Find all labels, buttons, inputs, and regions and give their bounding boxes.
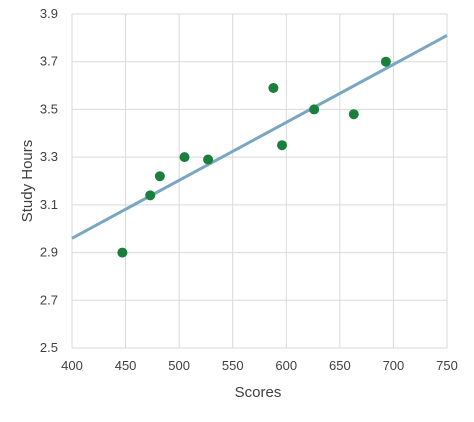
y-tick-label: 3.3 [40,149,58,164]
x-tick-label: 750 [436,358,458,373]
y-tick-label: 3.9 [40,6,58,21]
trendline [71,34,448,240]
data-point [145,190,156,201]
y-tick-labels: 2.5 2.7 2.9 3.1 3.3 3.5 3.7 3.9 [40,6,58,355]
x-tick-label: 600 [275,358,297,373]
x-tick-label: 550 [222,358,244,373]
x-tick-label: 450 [115,358,137,373]
x-tick-label: 400 [61,358,83,373]
data-point [268,82,279,93]
data-point [154,171,165,182]
y-tick-label: 2.9 [40,245,58,260]
x-tick-labels: 400 450 500 550 600 650 700 750 [61,358,458,373]
data-point [277,140,287,151]
y-axis-label: Study Hours [19,140,36,223]
y-tick-label: 3.7 [40,54,58,69]
data-point [179,152,190,163]
data-point [380,56,391,67]
data-point [348,109,359,120]
y-tick-label: 2.5 [40,340,58,355]
data-points [117,56,391,258]
trendline-group [71,34,448,240]
gridlines [71,13,448,349]
y-tick-label: 3.5 [40,101,58,116]
data-point [117,247,128,258]
y-tick-label: 2.7 [40,292,58,307]
x-tick-label: 650 [329,358,351,373]
x-tick-label: 700 [383,358,405,373]
x-tick-label: 500 [168,358,190,373]
data-point [309,104,320,115]
y-tick-label: 3.1 [40,197,58,212]
data-point [203,154,214,165]
x-axis-label: Scores [235,384,282,401]
